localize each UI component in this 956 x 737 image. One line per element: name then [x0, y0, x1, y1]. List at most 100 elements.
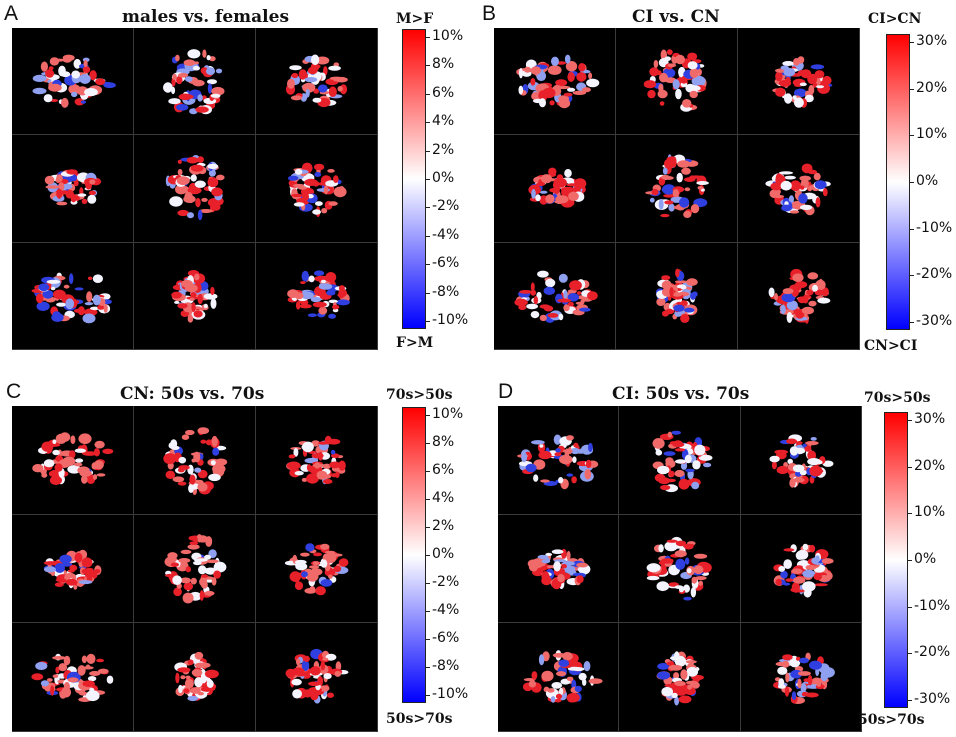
slice-blob: [808, 544, 815, 553]
slice-blob: [294, 559, 307, 564]
slice-blob: [62, 56, 72, 63]
slice-blob: [288, 454, 296, 459]
slice-blob: [56, 174, 63, 183]
slice-blob: [676, 540, 687, 546]
slice-blob: [210, 297, 217, 309]
slice-blob: [63, 284, 70, 289]
slice-blob: [658, 199, 664, 211]
colorbar-tick: [426, 122, 430, 124]
colorbar-tick-label: -10%: [914, 597, 951, 614]
slice-blob: [687, 567, 692, 573]
slice-blob: [31, 673, 44, 681]
slice-blob: [40, 61, 48, 72]
slice-blob: [678, 478, 690, 490]
slice-blob: [333, 186, 347, 198]
slice-blob: [578, 63, 586, 72]
slice-blob: [328, 574, 333, 579]
slice-blob: [80, 100, 86, 104]
slice-blob: [561, 563, 567, 569]
slice-blob: [45, 69, 55, 78]
slice-blob: [168, 98, 181, 105]
slice-blob: [673, 304, 685, 312]
slice-blob: [518, 85, 524, 95]
slice-blob: [323, 673, 332, 680]
slice-blob: [291, 679, 302, 686]
slice-blob: [533, 295, 539, 305]
slice-blob: [556, 671, 567, 677]
slice-blob: [296, 658, 301, 666]
slice-blob: [89, 671, 101, 677]
slice-blob: [680, 669, 688, 681]
colorbar-tick-label: 2%: [432, 518, 455, 534]
slice-blob: [681, 167, 691, 176]
slice-blob: [323, 185, 329, 195]
slice-blob: [651, 189, 659, 196]
slice-blob: [530, 66, 542, 75]
slice-blob: [806, 289, 814, 295]
slice-blob: [322, 463, 331, 469]
slice-blob: [177, 187, 189, 194]
slice-blob: [58, 182, 65, 192]
slice-blob: [44, 176, 55, 185]
slice-blob: [52, 439, 57, 444]
slice-blob: [202, 49, 207, 58]
slice-blob: [185, 429, 195, 436]
slice-blob: [670, 441, 679, 445]
slice-blob: [800, 69, 812, 79]
slice-blob: [566, 435, 574, 441]
slice-blob: [163, 82, 173, 93]
colorbar-tick-label: 10%: [432, 406, 464, 422]
colorbar-tick-label: -4%: [432, 226, 460, 243]
slice-blob: [781, 654, 793, 661]
brain-slice-sagittal-3: [12, 242, 134, 350]
panel-letter: D: [498, 380, 514, 403]
slice-blob: [308, 681, 321, 687]
colorbar-bottom-label: F>M: [396, 335, 434, 351]
slice-blob: [190, 174, 197, 182]
slice-blob: [311, 453, 324, 459]
slice-blob: [698, 580, 704, 586]
slice-blob: [211, 436, 218, 447]
slice-blob: [666, 539, 678, 543]
slice-blob: [540, 479, 550, 483]
slice-blob: [555, 694, 563, 700]
brain-slice-coronal-2: [738, 135, 860, 243]
slice-blob: [211, 203, 221, 212]
slice-blob: [187, 212, 194, 219]
slice-blob: [797, 56, 805, 64]
slice-blob: [561, 188, 569, 196]
slice-blob: [102, 448, 114, 454]
slice-blob: [570, 447, 580, 455]
colorbar: [402, 29, 426, 329]
slice-blob: [666, 662, 673, 666]
slice-blob: [684, 307, 695, 313]
slice-blob: [53, 289, 66, 299]
slice-blob: [792, 273, 804, 282]
slice-blob: [541, 671, 554, 682]
slice-blob: [189, 297, 195, 301]
slice-blob: [562, 449, 573, 454]
slice-blob: [207, 163, 219, 170]
slice-blob: [801, 569, 815, 578]
slice-blob: [780, 181, 792, 191]
slice-blob: [566, 693, 580, 703]
slice-blob: [316, 64, 321, 68]
slice-blob: [73, 180, 79, 187]
slice-blob: [549, 100, 555, 106]
colorbar-tick-label: 0%: [432, 170, 455, 186]
slice-blob: [302, 82, 316, 93]
slice-blob: [97, 668, 109, 675]
slice-blob: [74, 552, 83, 563]
slice-blob: [198, 209, 213, 214]
slice-blob: [50, 286, 56, 290]
slice-blob: [87, 195, 97, 205]
slice-blob: [567, 301, 574, 307]
slice-blob: [175, 54, 180, 62]
slice-blob: [797, 671, 811, 677]
slice-blob: [212, 463, 226, 474]
slice-blob: [180, 675, 186, 680]
slice-blob: [790, 180, 801, 192]
colorbar-tick-label: -10%: [432, 686, 469, 702]
slice-blob: [310, 691, 319, 701]
slice-blob: [684, 543, 695, 547]
